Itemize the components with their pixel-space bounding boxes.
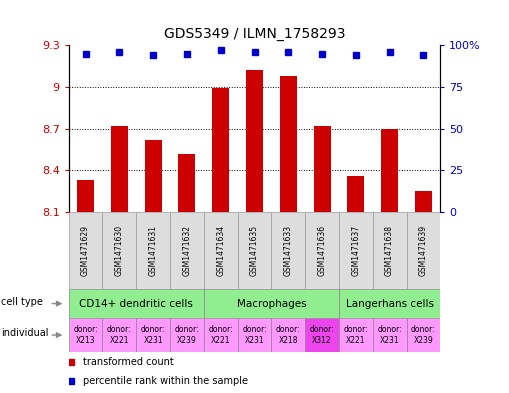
Text: Macrophages: Macrophages bbox=[237, 299, 306, 309]
Text: CD14+ dendritic cells: CD14+ dendritic cells bbox=[79, 299, 193, 309]
Bar bbox=[373, 212, 407, 289]
Title: GDS5349 / ILMN_1758293: GDS5349 / ILMN_1758293 bbox=[164, 28, 345, 41]
Bar bbox=[69, 289, 204, 318]
Bar bbox=[204, 289, 339, 318]
Text: percentile rank within the sample: percentile rank within the sample bbox=[83, 376, 248, 386]
Bar bbox=[271, 212, 305, 289]
Bar bbox=[212, 88, 229, 212]
Bar bbox=[111, 126, 128, 212]
Bar bbox=[102, 318, 136, 352]
Bar bbox=[170, 212, 204, 289]
Bar bbox=[415, 191, 432, 212]
Bar bbox=[339, 289, 440, 318]
Bar bbox=[347, 176, 364, 212]
Text: GSM1471637: GSM1471637 bbox=[351, 225, 360, 276]
Text: GSM1471630: GSM1471630 bbox=[115, 225, 124, 276]
Text: donor:
X221: donor: X221 bbox=[107, 325, 132, 345]
Text: GSM1471639: GSM1471639 bbox=[419, 225, 428, 276]
Text: GSM1471629: GSM1471629 bbox=[81, 225, 90, 276]
Bar bbox=[339, 318, 373, 352]
Bar bbox=[305, 318, 339, 352]
Bar bbox=[145, 140, 161, 212]
Text: donor:
X231: donor: X231 bbox=[141, 325, 165, 345]
Bar bbox=[314, 126, 330, 212]
Bar bbox=[69, 318, 102, 352]
Text: donor:
X221: donor: X221 bbox=[208, 325, 233, 345]
Bar bbox=[280, 76, 297, 212]
Bar bbox=[246, 70, 263, 212]
Bar bbox=[407, 318, 440, 352]
Bar bbox=[381, 129, 398, 212]
Bar bbox=[179, 154, 195, 212]
Bar bbox=[136, 318, 170, 352]
Text: donor:
X221: donor: X221 bbox=[344, 325, 368, 345]
Bar bbox=[305, 212, 339, 289]
Bar bbox=[69, 212, 102, 289]
Bar bbox=[204, 318, 238, 352]
Text: donor:
X231: donor: X231 bbox=[242, 325, 267, 345]
Text: donor:
X312: donor: X312 bbox=[310, 325, 334, 345]
Text: donor:
X213: donor: X213 bbox=[73, 325, 98, 345]
Bar bbox=[136, 212, 170, 289]
Text: donor:
X239: donor: X239 bbox=[175, 325, 199, 345]
Text: GSM1471638: GSM1471638 bbox=[385, 225, 394, 276]
Bar bbox=[271, 318, 305, 352]
Text: transformed count: transformed count bbox=[83, 356, 174, 367]
Text: GSM1471634: GSM1471634 bbox=[216, 225, 225, 276]
Bar bbox=[238, 212, 271, 289]
Bar bbox=[170, 318, 204, 352]
Text: donor:
X239: donor: X239 bbox=[411, 325, 436, 345]
Bar bbox=[339, 212, 373, 289]
Bar bbox=[77, 180, 94, 212]
Bar bbox=[407, 212, 440, 289]
Text: Langerhans cells: Langerhans cells bbox=[346, 299, 434, 309]
Text: individual: individual bbox=[2, 329, 49, 338]
Text: GSM1471635: GSM1471635 bbox=[250, 225, 259, 276]
Bar bbox=[238, 318, 271, 352]
Text: GSM1471631: GSM1471631 bbox=[149, 225, 158, 276]
Text: GSM1471636: GSM1471636 bbox=[318, 225, 327, 276]
Text: GSM1471633: GSM1471633 bbox=[284, 225, 293, 276]
Bar bbox=[373, 318, 407, 352]
Bar bbox=[102, 212, 136, 289]
Text: GSM1471632: GSM1471632 bbox=[182, 225, 191, 276]
Text: cell type: cell type bbox=[2, 297, 43, 307]
Text: donor:
X218: donor: X218 bbox=[276, 325, 301, 345]
Bar bbox=[204, 212, 238, 289]
Text: donor:
X231: donor: X231 bbox=[377, 325, 402, 345]
